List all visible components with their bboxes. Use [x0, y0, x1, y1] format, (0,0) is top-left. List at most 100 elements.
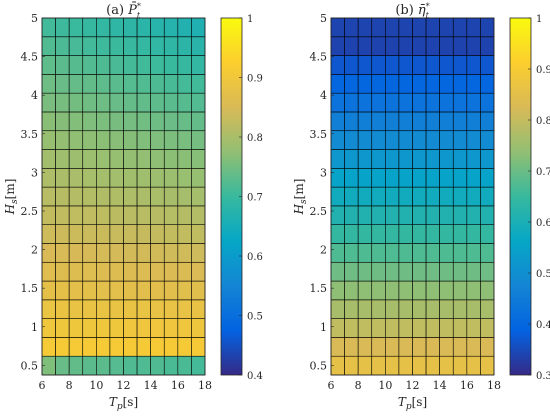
heatmap-cell	[150, 261, 165, 282]
heatmap-cell	[412, 130, 427, 150]
heatmap-cell	[136, 186, 151, 207]
heatmap-cell	[55, 74, 70, 94]
heatmap-cell	[439, 224, 454, 244]
heatmap-cell	[55, 261, 70, 282]
heatmap-cell	[452, 17, 468, 38]
heatmap-cell	[177, 149, 192, 169]
heatmap-cell	[330, 92, 345, 113]
heatmap-cell	[191, 130, 206, 150]
heatmap-cell	[55, 280, 70, 301]
heatmap-cell	[191, 299, 206, 319]
heatmap-cell	[177, 243, 192, 263]
heatmap-cell	[385, 243, 400, 263]
heatmap-cell	[412, 337, 427, 357]
heatmap-cell	[398, 224, 413, 244]
heatmap-cell	[412, 55, 427, 75]
colorbar-tick-label: 0.5	[536, 269, 550, 280]
heatmap-cell	[452, 55, 468, 75]
heatmap-cell	[96, 318, 111, 338]
panel-b: 6 8 10 12 14 16 18 0.5 1 1.5 2 2.5 3 3.5 4 4.5 5 (b) η̄* t T…	[292, 2, 550, 412]
heatmap-cell	[439, 318, 454, 338]
chart-title-symbol: P̄	[127, 2, 137, 18]
heatmap-cell	[55, 168, 70, 188]
chart-title-panel: (a)	[106, 3, 124, 18]
heatmap-cell	[357, 318, 373, 338]
heatmap-cell	[344, 224, 359, 244]
heatmap-cell	[357, 111, 373, 132]
heatmap-cell	[55, 337, 70, 357]
heatmap-cell	[412, 299, 427, 319]
heatmap-cell	[123, 111, 138, 132]
heatmap-cell	[82, 261, 97, 282]
colorbar-tick-label: 0.5	[247, 312, 263, 323]
heatmap-cell	[109, 92, 124, 113]
heatmap-cell	[330, 17, 345, 38]
heatmap-cell	[466, 205, 481, 225]
heatmap-cell	[466, 337, 481, 357]
heatmap-cell	[191, 261, 206, 282]
x-axis-label: Tp[s]	[109, 395, 138, 412]
heatmap-cell	[398, 55, 413, 75]
heatmap-cell	[371, 55, 386, 75]
heatmap-cell	[371, 261, 386, 282]
heatmap-cell	[439, 186, 454, 207]
heatmap-cell	[177, 92, 192, 113]
heatmap-cell	[177, 299, 192, 319]
heatmap-cell	[412, 355, 427, 376]
heatmap-cell	[123, 337, 138, 357]
heatmap-cell	[439, 168, 454, 188]
heatmap-cell	[357, 261, 373, 282]
heatmap-cell	[177, 168, 192, 188]
heatmap-cell	[68, 168, 84, 188]
heatmap-cell	[480, 280, 495, 301]
heatmap-cell	[412, 261, 427, 282]
chart-title-panel: (b)	[395, 3, 413, 18]
heatmap-cell	[344, 111, 359, 132]
x-axis-label-unit: [s]	[123, 395, 139, 409]
heatmap-cell	[425, 168, 440, 188]
heatmap-cell	[150, 149, 165, 169]
heatmap-cell	[452, 92, 468, 113]
heatmap-cell	[439, 111, 454, 132]
heatmap-cell	[109, 17, 124, 38]
heatmap-cell	[109, 74, 124, 94]
heatmap-cell	[412, 205, 427, 225]
heatmap-cell	[163, 205, 179, 225]
heatmap-cell	[123, 299, 138, 319]
heatmap-cell	[439, 17, 454, 38]
heatmap-cell	[466, 280, 481, 301]
heatmap-cell	[136, 355, 151, 376]
heatmap-cell	[480, 111, 495, 132]
heatmap-cell	[177, 261, 192, 282]
heatmap-cell	[96, 243, 111, 263]
colorbar-tick-label: 0.4	[536, 320, 550, 331]
y-axis-label-subscript: s	[10, 199, 20, 204]
heatmap-cell	[398, 243, 413, 263]
heatmap-cell	[371, 130, 386, 150]
heatmap-cell	[412, 280, 427, 301]
heatmap-cell	[385, 149, 400, 169]
x-tick-label: 12	[406, 379, 420, 392]
heatmap-cell	[150, 205, 165, 225]
heatmap-cell	[109, 55, 124, 75]
heatmap-cell	[191, 149, 206, 169]
y-tick-label: 0.5	[21, 359, 39, 372]
heatmap-cell	[452, 74, 468, 94]
heatmap-cell	[55, 205, 70, 225]
heatmap-cell	[177, 224, 192, 244]
heatmap-cell	[452, 130, 468, 150]
heatmap-cell	[150, 111, 165, 132]
heatmap-cell	[191, 111, 206, 132]
heatmap-cell	[41, 92, 56, 113]
heatmap-cell	[439, 130, 454, 150]
heatmap-cell	[177, 74, 192, 94]
heatmap-cell	[344, 186, 359, 207]
heatmap-cell	[163, 168, 179, 188]
heatmap-cell	[55, 92, 70, 113]
heatmap-cell	[480, 243, 495, 263]
heatmap-cell	[136, 111, 151, 132]
heatmap-cell	[109, 111, 124, 132]
heatmap-cell	[163, 224, 179, 244]
heatmap-cell	[109, 149, 124, 169]
heatmap-cell	[96, 168, 111, 188]
